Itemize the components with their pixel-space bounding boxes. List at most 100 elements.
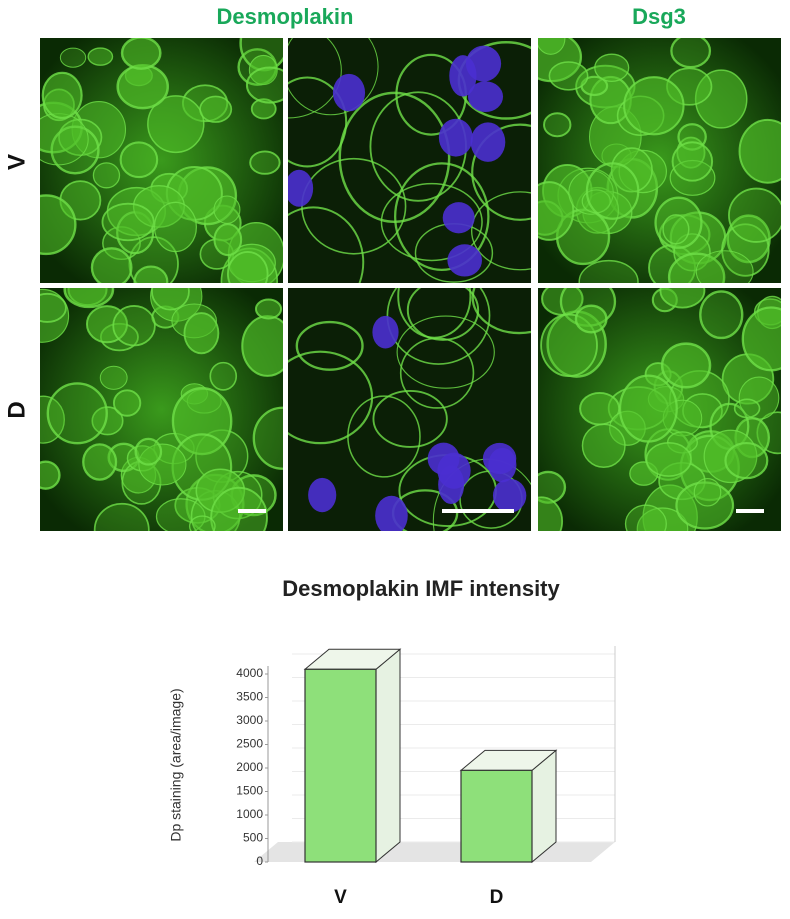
micrograph-panels [40,38,781,531]
nucleus [438,465,465,505]
cell [288,350,374,445]
cell [399,337,475,409]
bar [460,769,533,863]
cell [87,47,114,66]
cell [46,382,108,445]
cell [40,113,89,166]
y-tick-label: 1000 [236,807,263,821]
cell [676,136,706,169]
cell [645,442,692,477]
cell [40,194,77,256]
micrograph-content [538,288,781,531]
bar-depth [375,648,401,864]
y-tick-label: 500 [243,831,263,845]
cell [338,91,451,224]
cell [213,195,241,224]
cell [623,76,685,136]
cell [92,162,121,189]
cell [669,159,716,196]
cell [585,162,640,220]
micrograph [538,38,781,283]
y-tick-label: 2500 [236,737,263,751]
nucleus [332,73,366,112]
y-tick-label: 0 [256,854,263,868]
nucleus [482,442,517,475]
cell [209,361,238,391]
cell [574,304,608,334]
cell [636,507,689,531]
cell [40,288,70,343]
cell [226,251,269,283]
cell [396,315,495,389]
cell [288,38,379,116]
cell [581,423,626,468]
micrograph [40,38,283,283]
cell [594,53,630,82]
cell [578,259,639,283]
cell [671,141,714,182]
cell [372,389,448,448]
cell [288,206,365,283]
cell [738,118,781,184]
cell [568,170,614,215]
cell [241,315,283,377]
cell [245,66,283,104]
nucleus [438,118,473,157]
row-label: V [3,154,30,170]
row-label: D [3,401,30,418]
cell [380,182,483,262]
cell [662,214,690,245]
x-tick-label: D [490,887,504,908]
cell [134,437,163,466]
nucleus [308,477,337,513]
cell [59,47,87,68]
cell [295,320,364,371]
cell [183,312,220,355]
cell [471,288,531,335]
cell [153,201,198,253]
cell [538,496,564,531]
cell [741,306,781,372]
column-title: Dsg3 [632,4,686,29]
cell [40,460,61,490]
y-tick-label: 2000 [236,760,263,774]
nucleus [375,495,408,531]
nucleus [467,81,504,112]
cell [471,123,531,221]
cell [248,54,278,86]
x-tick-label: V [334,887,347,908]
cell [116,63,170,110]
cell [132,185,185,228]
micrograph-content [288,288,531,531]
micrograph [538,288,781,531]
bar [304,668,377,863]
cell [82,443,118,481]
cell [470,191,531,271]
cell [63,288,115,309]
cell [213,223,243,257]
cell [728,187,781,243]
cell [618,374,678,443]
cell [50,125,100,175]
nucleus [442,202,475,234]
cell [151,288,190,311]
cell [90,247,133,283]
cell [659,288,706,309]
cell [195,468,246,513]
cell [99,365,128,390]
cell [695,250,754,283]
cell [40,292,67,323]
micrograph [288,288,531,531]
cell [386,288,491,365]
cell [91,406,124,436]
cell [138,443,187,486]
nucleus [372,315,399,349]
cell [724,441,769,480]
nucleus [449,55,477,97]
cell [694,69,748,129]
cell [93,502,150,531]
cell [147,95,205,154]
cell [699,290,744,340]
nucleus [492,478,527,513]
y-tick-label: 3500 [236,690,263,704]
